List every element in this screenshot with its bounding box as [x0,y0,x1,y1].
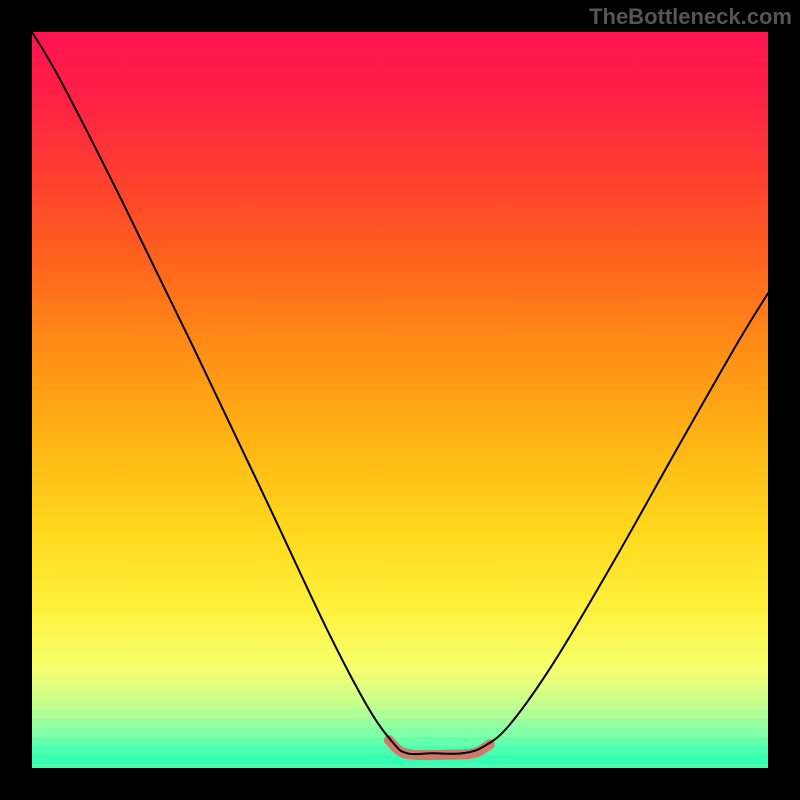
bottleneck-chart-svg [0,0,800,800]
band-4 [32,701,768,710]
watermark-text: TheBottleneck.com [589,4,792,30]
band-1 [32,674,768,683]
band-2 [32,683,768,692]
band-0 [32,665,768,674]
chart-frame: TheBottleneck.com [0,0,800,800]
band-3 [32,692,768,701]
band-8 [32,737,768,746]
band-5 [32,710,768,719]
band-6 [32,719,768,728]
plot-background [32,32,768,768]
band-7 [32,728,768,737]
